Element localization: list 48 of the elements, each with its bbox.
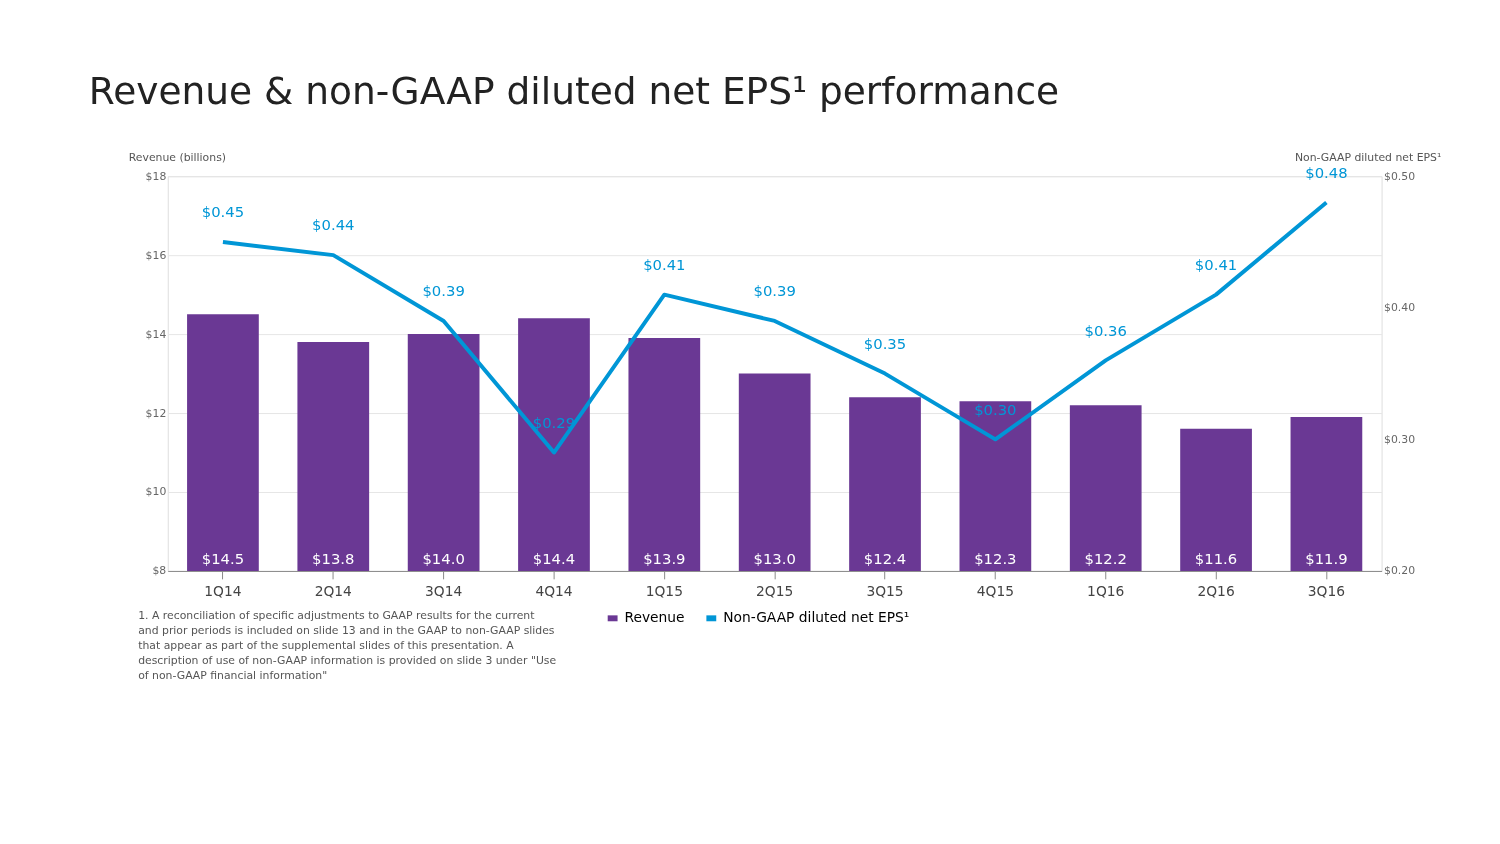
y2-tick-label: $0.40	[1384, 301, 1416, 315]
data-label: $14.0	[422, 550, 465, 568]
data-label: $14.4	[532, 550, 576, 568]
y-tick-label: $14	[145, 327, 167, 341]
y-tick-label: $18	[145, 169, 167, 183]
data-label: $14.5	[201, 550, 245, 568]
data-label: $0.39	[753, 282, 796, 300]
data-label: $0.35	[863, 334, 907, 352]
data-label: $0.39	[422, 282, 465, 300]
x-tick-label: 3Q15	[866, 583, 904, 600]
legend-label: Non-GAAP diluted net EPS¹	[723, 609, 910, 626]
x-tick-label: 2Q15	[756, 583, 794, 600]
data-label: $13.9	[643, 550, 686, 568]
x-tick-label: 3Q14	[425, 583, 463, 600]
y2-axis-title: Non-GAAP diluted net EPS¹	[1294, 150, 1442, 164]
x-tick-label: 1Q14	[204, 583, 242, 600]
y2-tick-label: $0.30	[1384, 432, 1416, 446]
data-label: $13.0	[753, 550, 796, 568]
data-label: $12.2	[1084, 550, 1127, 568]
y2-tick-label: $0.50	[1384, 169, 1416, 183]
y-tick-label: $8	[152, 564, 167, 578]
data-label: $0.44	[312, 216, 355, 234]
x-tick-label: 4Q15	[976, 583, 1014, 600]
x-tick-label: 3Q16	[1307, 583, 1346, 600]
y-tick-label: $10	[145, 485, 167, 499]
text: 1. A reconciliation of specific adjustments to GAAP results for the current and prior periods is included on slide 13 and in the GAAP to non-GAAP slides that appear as part of the supplemental slides of this presentation. A description of use of non-GAAP information is provided on slide 3 under "Use of non-GAAP financial information"	[138, 609, 557, 682]
y-tick-label: $16	[145, 248, 167, 262]
data-label: $0.36	[1084, 321, 1127, 339]
data-label: $0.45	[201, 203, 245, 221]
x-tick-label: 2Q14	[314, 583, 352, 600]
legend-label: Revenue	[624, 609, 685, 626]
data-label: $0.30	[974, 400, 1017, 418]
data-label: $13.8	[312, 550, 355, 568]
data-label: $0.48	[1305, 163, 1348, 181]
data-label: $0.41	[1194, 255, 1238, 273]
data-label: $12.4	[863, 550, 907, 568]
data-label: $11.9	[1305, 550, 1348, 568]
data-label: $0.41	[643, 255, 686, 273]
x-tick-label: 2Q16	[1197, 583, 1235, 600]
y-axis-title: Revenue (billions)	[128, 150, 227, 164]
y-tick-label: $12	[145, 406, 167, 420]
y2-tick-label: $0.20	[1384, 564, 1416, 578]
x-tick-label: 1Q16	[1087, 583, 1125, 600]
data-label: $11.6	[1194, 550, 1238, 568]
x-tick-label: 4Q14	[535, 583, 573, 600]
chart-title: Revenue & non-GAAP diluted net EPS¹ performance	[88, 69, 1060, 114]
data-label: $12.3	[974, 550, 1017, 568]
x-tick-label: 1Q15	[645, 583, 683, 600]
